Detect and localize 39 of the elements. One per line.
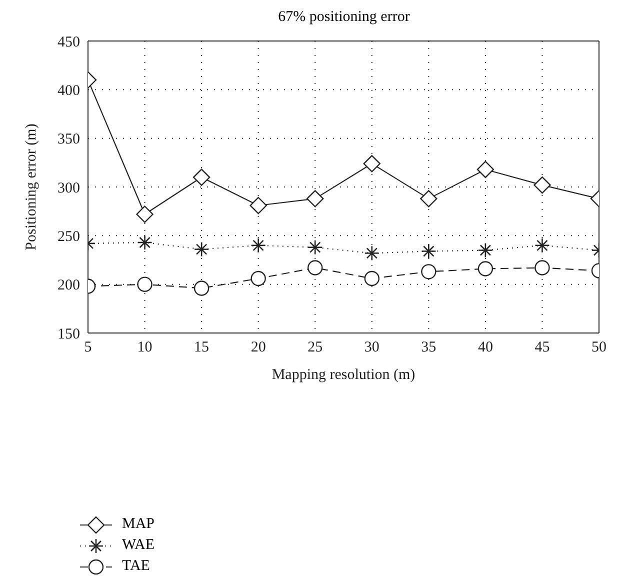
x-tick-label: 35 bbox=[421, 340, 436, 356]
y-tick-label: 200 bbox=[58, 278, 80, 294]
x-tick-label: 15 bbox=[194, 340, 210, 356]
y-tick-label: 300 bbox=[58, 180, 80, 196]
point bbox=[534, 176, 551, 194]
point bbox=[420, 190, 438, 208]
point bbox=[306, 190, 324, 208]
y-tick-label: 450 bbox=[58, 34, 80, 50]
point bbox=[476, 160, 494, 178]
point bbox=[192, 168, 210, 186]
point bbox=[363, 155, 380, 172]
point bbox=[478, 261, 494, 276]
y-tick-label: 150 bbox=[58, 326, 80, 342]
y-tick-label: 250 bbox=[58, 228, 80, 245]
legend-label: MAP bbox=[122, 516, 155, 533]
y-tick-label: 350 bbox=[58, 132, 80, 148]
x-tick-label: 25 bbox=[308, 340, 323, 356]
point bbox=[364, 270, 380, 286]
point bbox=[194, 280, 210, 296]
x-tick-label: 5 bbox=[84, 340, 92, 356]
point bbox=[250, 270, 266, 286]
x-axis-title: Mapping resolution (m) bbox=[272, 367, 416, 383]
point bbox=[136, 206, 154, 223]
point bbox=[308, 260, 323, 276]
x-tick-label: 40 bbox=[478, 340, 493, 356]
x-tick-label: 20 bbox=[250, 340, 266, 356]
point bbox=[421, 264, 436, 280]
x-tick-label: 10 bbox=[137, 340, 152, 356]
point bbox=[137, 276, 152, 292]
chart-title: 67% positioning error bbox=[277, 8, 411, 27]
point bbox=[250, 196, 267, 214]
x-tick-label: 45 bbox=[534, 340, 550, 356]
y-axis-title: Positioning error (m) bbox=[23, 124, 40, 250]
legend-label: TAE bbox=[122, 558, 150, 575]
point bbox=[534, 260, 550, 276]
x-tick-label: 50 bbox=[592, 340, 606, 356]
y-tick-label: 400 bbox=[58, 82, 80, 99]
x-tick-label: 30 bbox=[364, 340, 380, 356]
legend-label: WAE bbox=[122, 537, 154, 554]
